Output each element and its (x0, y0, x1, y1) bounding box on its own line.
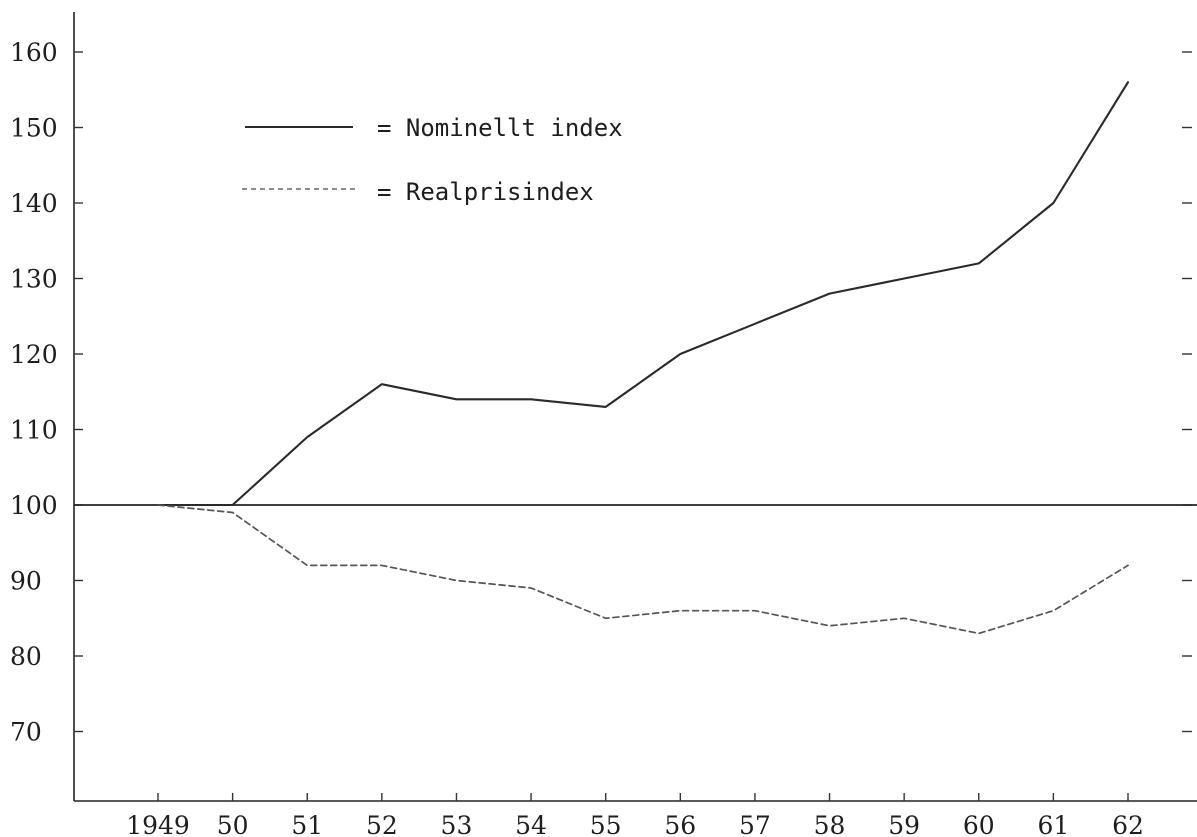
series-line-realprisindex (157, 504, 1129, 635)
x-tick-label: 60 (963, 811, 995, 837)
legend-label-realprisindex: = Realprisindex (377, 178, 594, 206)
series-layer (156, 81, 1130, 635)
y-tick-label: 130 (10, 265, 58, 294)
x-tick-label: 54 (515, 811, 547, 837)
x-tick-label: 51 (291, 811, 323, 837)
x-tick-label: 58 (814, 811, 846, 837)
y-tick-label: 70 (10, 718, 42, 747)
x-tick-label: 53 (441, 811, 473, 837)
y-tick-label: 140 (10, 189, 58, 218)
x-tick-label: 50 (217, 811, 249, 837)
x-tick-label: 55 (590, 811, 622, 837)
y-tick-label: 160 (10, 38, 58, 67)
y-tick-label: 100 (10, 491, 58, 520)
y-axis-ticks: 70 80 90 100 110 120 130 140 150 160 (10, 38, 1192, 747)
legend-label-nominellt: = Nominellt index (377, 114, 623, 142)
x-tick-label: 57 (739, 811, 771, 837)
y-tick-label: 110 (10, 416, 58, 445)
x-axis-ticks: 1949 50 51 52 53 54 55 56 57 58 59 60 61 62 (126, 793, 1144, 837)
x-tick-label: 59 (888, 811, 920, 837)
x-tick-label: 1949 (126, 811, 190, 837)
x-tick-label: 52 (366, 811, 398, 837)
y-tick-label: 120 (10, 340, 58, 369)
y-tick-label: 80 (10, 642, 42, 671)
plot-frame (73, 12, 1197, 802)
x-tick-label: 62 (1112, 811, 1144, 837)
series-line-nominellt-index (156, 81, 1130, 507)
y-tick-label: 90 (10, 567, 42, 596)
x-tick-label: 61 (1037, 811, 1069, 837)
x-tick-label: 56 (664, 811, 696, 837)
y-tick-label: 150 (10, 114, 58, 143)
legend: = Nominellt index = Realprisindex (242, 114, 623, 206)
